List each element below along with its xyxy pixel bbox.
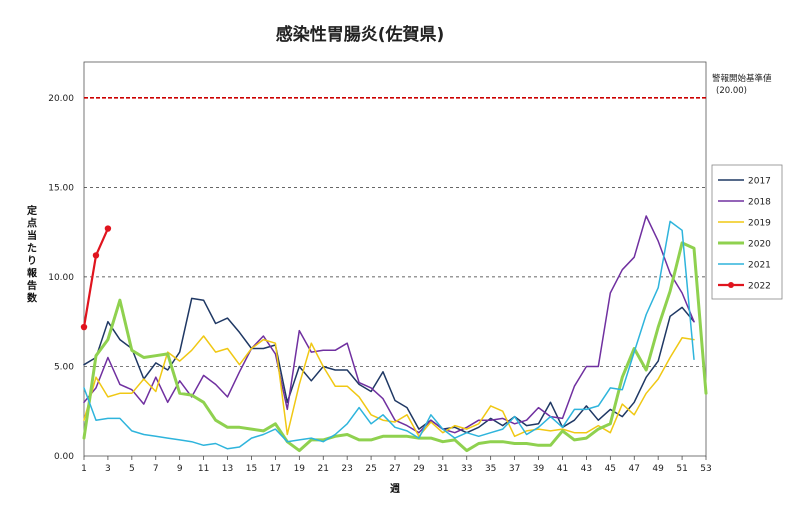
x-tick-label: 41 (557, 464, 568, 474)
alert-threshold: 警報開始基準値 (20.00) (84, 73, 772, 99)
legend-marker-2022 (728, 282, 734, 288)
y-tick-label: 20.00 (48, 94, 74, 104)
data-point-2022 (80, 323, 88, 331)
x-tick-label: 35 (485, 464, 496, 474)
y-tick-label: 0.00 (54, 452, 74, 462)
x-tick-label: 49 (652, 464, 664, 474)
y-axis-title-char: 定 (27, 204, 37, 217)
x-tick-label: 39 (533, 464, 545, 474)
y-tick-label: 5.00 (54, 362, 74, 372)
y-axis-title-char: 報 (27, 267, 38, 280)
x-tick-label: 53 (700, 464, 711, 474)
y-axis-title-char: た (27, 243, 37, 255)
y-axis-title-char: 数 (27, 292, 38, 305)
y-axis-title-char: 告 (27, 279, 37, 292)
x-tick-label: 47 (629, 464, 640, 474)
legend-label-2021: 2021 (748, 261, 771, 271)
x-tick-label: 29 (413, 464, 425, 474)
x-tick-label: 51 (676, 464, 687, 474)
x-tick-label: 7 (153, 464, 159, 474)
series-line-2020 (82, 241, 708, 453)
series-2018 (83, 215, 695, 434)
plot-area (83, 61, 707, 457)
x-tick-label: 45 (605, 464, 616, 474)
series-2022 (80, 225, 112, 331)
x-tick-label: 5 (129, 464, 135, 474)
x-tick-label: 17 (270, 464, 281, 474)
x-tick-label: 13 (222, 464, 233, 474)
series-lines (80, 215, 708, 453)
x-tick-label: 15 (246, 464, 257, 474)
series-2017 (83, 297, 695, 434)
legend-label-2017: 2017 (748, 177, 771, 187)
x-tick-label: 31 (437, 464, 448, 474)
x-tick-label: 27 (389, 464, 400, 474)
legend-label-2022: 2022 (748, 282, 771, 292)
series-line-2018 (83, 215, 695, 434)
data-point-2022 (104, 225, 112, 232)
y-axis-title-char: 当 (27, 229, 37, 242)
series-line-2021 (83, 220, 695, 450)
legend-box (711, 164, 783, 300)
y-tick-label: 10.00 (48, 273, 74, 283)
legend-label-2018: 2018 (748, 198, 771, 208)
y-axis-title-char: 点 (27, 217, 37, 230)
x-tick-label: 43 (581, 464, 592, 474)
x-tick-label: 1 (81, 464, 87, 474)
legend: 2017 2018 2019 2020 2021 2022 (711, 164, 783, 300)
series-2020 (82, 241, 708, 453)
series-line-2022 (82, 227, 109, 329)
legend-label-2020: 2020 (748, 240, 771, 250)
threshold-value-label: (20.00) (716, 86, 747, 96)
grid-lines (83, 61, 707, 457)
chart-title: 感染性胃腸炎(佐賀県) (276, 24, 445, 45)
series-2021 (83, 220, 695, 450)
x-tick-label: 19 (294, 464, 306, 474)
y-axis-title-char: り (27, 255, 37, 267)
y-tick-label: 15.00 (48, 183, 74, 193)
x-tick-label: 23 (341, 464, 352, 474)
x-axis-title: 週 (390, 483, 400, 495)
threshold-label: 警報開始基準値 (712, 73, 772, 84)
series-line-2017 (83, 297, 695, 434)
x-tick-label: 25 (365, 464, 376, 474)
x-tick-label: 21 (318, 464, 329, 474)
x-tick-label: 11 (198, 464, 209, 474)
x-tick-label: 9 (177, 464, 183, 474)
x-tick-label: 33 (461, 464, 472, 474)
legend-label-2019: 2019 (748, 219, 771, 229)
data-point-2022 (92, 252, 100, 259)
x-tick-label: 3 (105, 464, 111, 474)
x-tick-label: 37 (509, 464, 520, 474)
